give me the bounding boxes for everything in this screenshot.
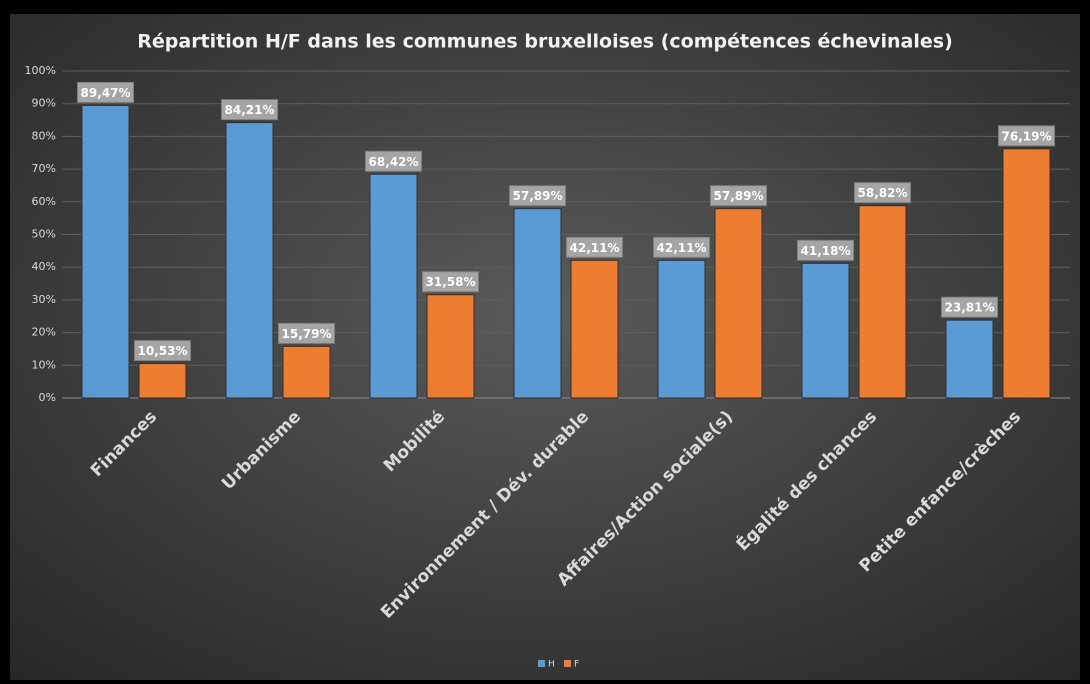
bar	[81, 104, 130, 399]
y-tick-label: 20%	[32, 326, 56, 339]
y-tick-label: 50%	[32, 228, 56, 241]
y-tick-label: 80%	[32, 129, 56, 142]
y-tick-label: 70%	[32, 162, 56, 175]
data-label-box	[998, 125, 1055, 147]
data-label-box	[710, 185, 767, 207]
bar	[138, 363, 187, 399]
data-label-box	[797, 239, 854, 261]
y-tick-label: 90%	[32, 97, 56, 110]
data-label: 31,58%	[426, 275, 476, 289]
bar	[426, 294, 475, 399]
chart-title: Répartition H/F dans les communes bruxel…	[137, 31, 953, 53]
bar	[570, 259, 619, 399]
y-tick-label: 30%	[32, 293, 56, 306]
data-label-box	[278, 322, 335, 344]
bar	[657, 259, 706, 399]
data-label: 89,47%	[81, 86, 131, 100]
data-label: 42,11%	[570, 241, 620, 255]
data-label: 41,18%	[801, 244, 851, 258]
legend-swatch	[564, 660, 571, 667]
data-label: 23,81%	[945, 301, 995, 315]
bar	[945, 319, 994, 399]
y-tick-label: 10%	[32, 358, 56, 371]
data-label: 68,42%	[369, 155, 419, 169]
y-tick-label: 60%	[32, 195, 56, 208]
data-label: 58,82%	[858, 186, 908, 200]
data-label-box	[854, 182, 911, 204]
data-label: 57,89%	[714, 189, 764, 203]
data-label-box	[653, 236, 710, 258]
data-label-box	[221, 99, 278, 121]
data-label-box	[566, 236, 623, 258]
y-tick-label: 40%	[32, 260, 56, 273]
y-tick-label: 100%	[25, 64, 56, 77]
legend-label: F	[574, 660, 579, 670]
data-label: 84,21%	[225, 103, 275, 117]
y-tick-label: 0%	[39, 391, 56, 404]
data-label-box	[422, 271, 479, 293]
data-label: 76,19%	[1002, 129, 1052, 143]
bar	[282, 345, 331, 399]
data-label: 10,53%	[138, 344, 188, 358]
bar	[369, 173, 418, 399]
bar	[714, 208, 763, 399]
legend-label: H	[548, 660, 555, 670]
data-label-box	[941, 296, 998, 318]
bar	[801, 262, 850, 399]
bar	[858, 205, 907, 399]
bar	[513, 208, 562, 399]
data-label: 42,11%	[657, 241, 707, 255]
data-label-box	[509, 185, 566, 207]
data-label: 57,89%	[513, 189, 563, 203]
legend-swatch	[538, 660, 545, 667]
data-label-box	[365, 150, 422, 172]
data-label: 15,79%	[282, 327, 332, 341]
data-label-box	[77, 81, 134, 103]
bar	[1002, 148, 1051, 399]
bar	[225, 122, 274, 399]
data-label-box	[134, 340, 191, 362]
